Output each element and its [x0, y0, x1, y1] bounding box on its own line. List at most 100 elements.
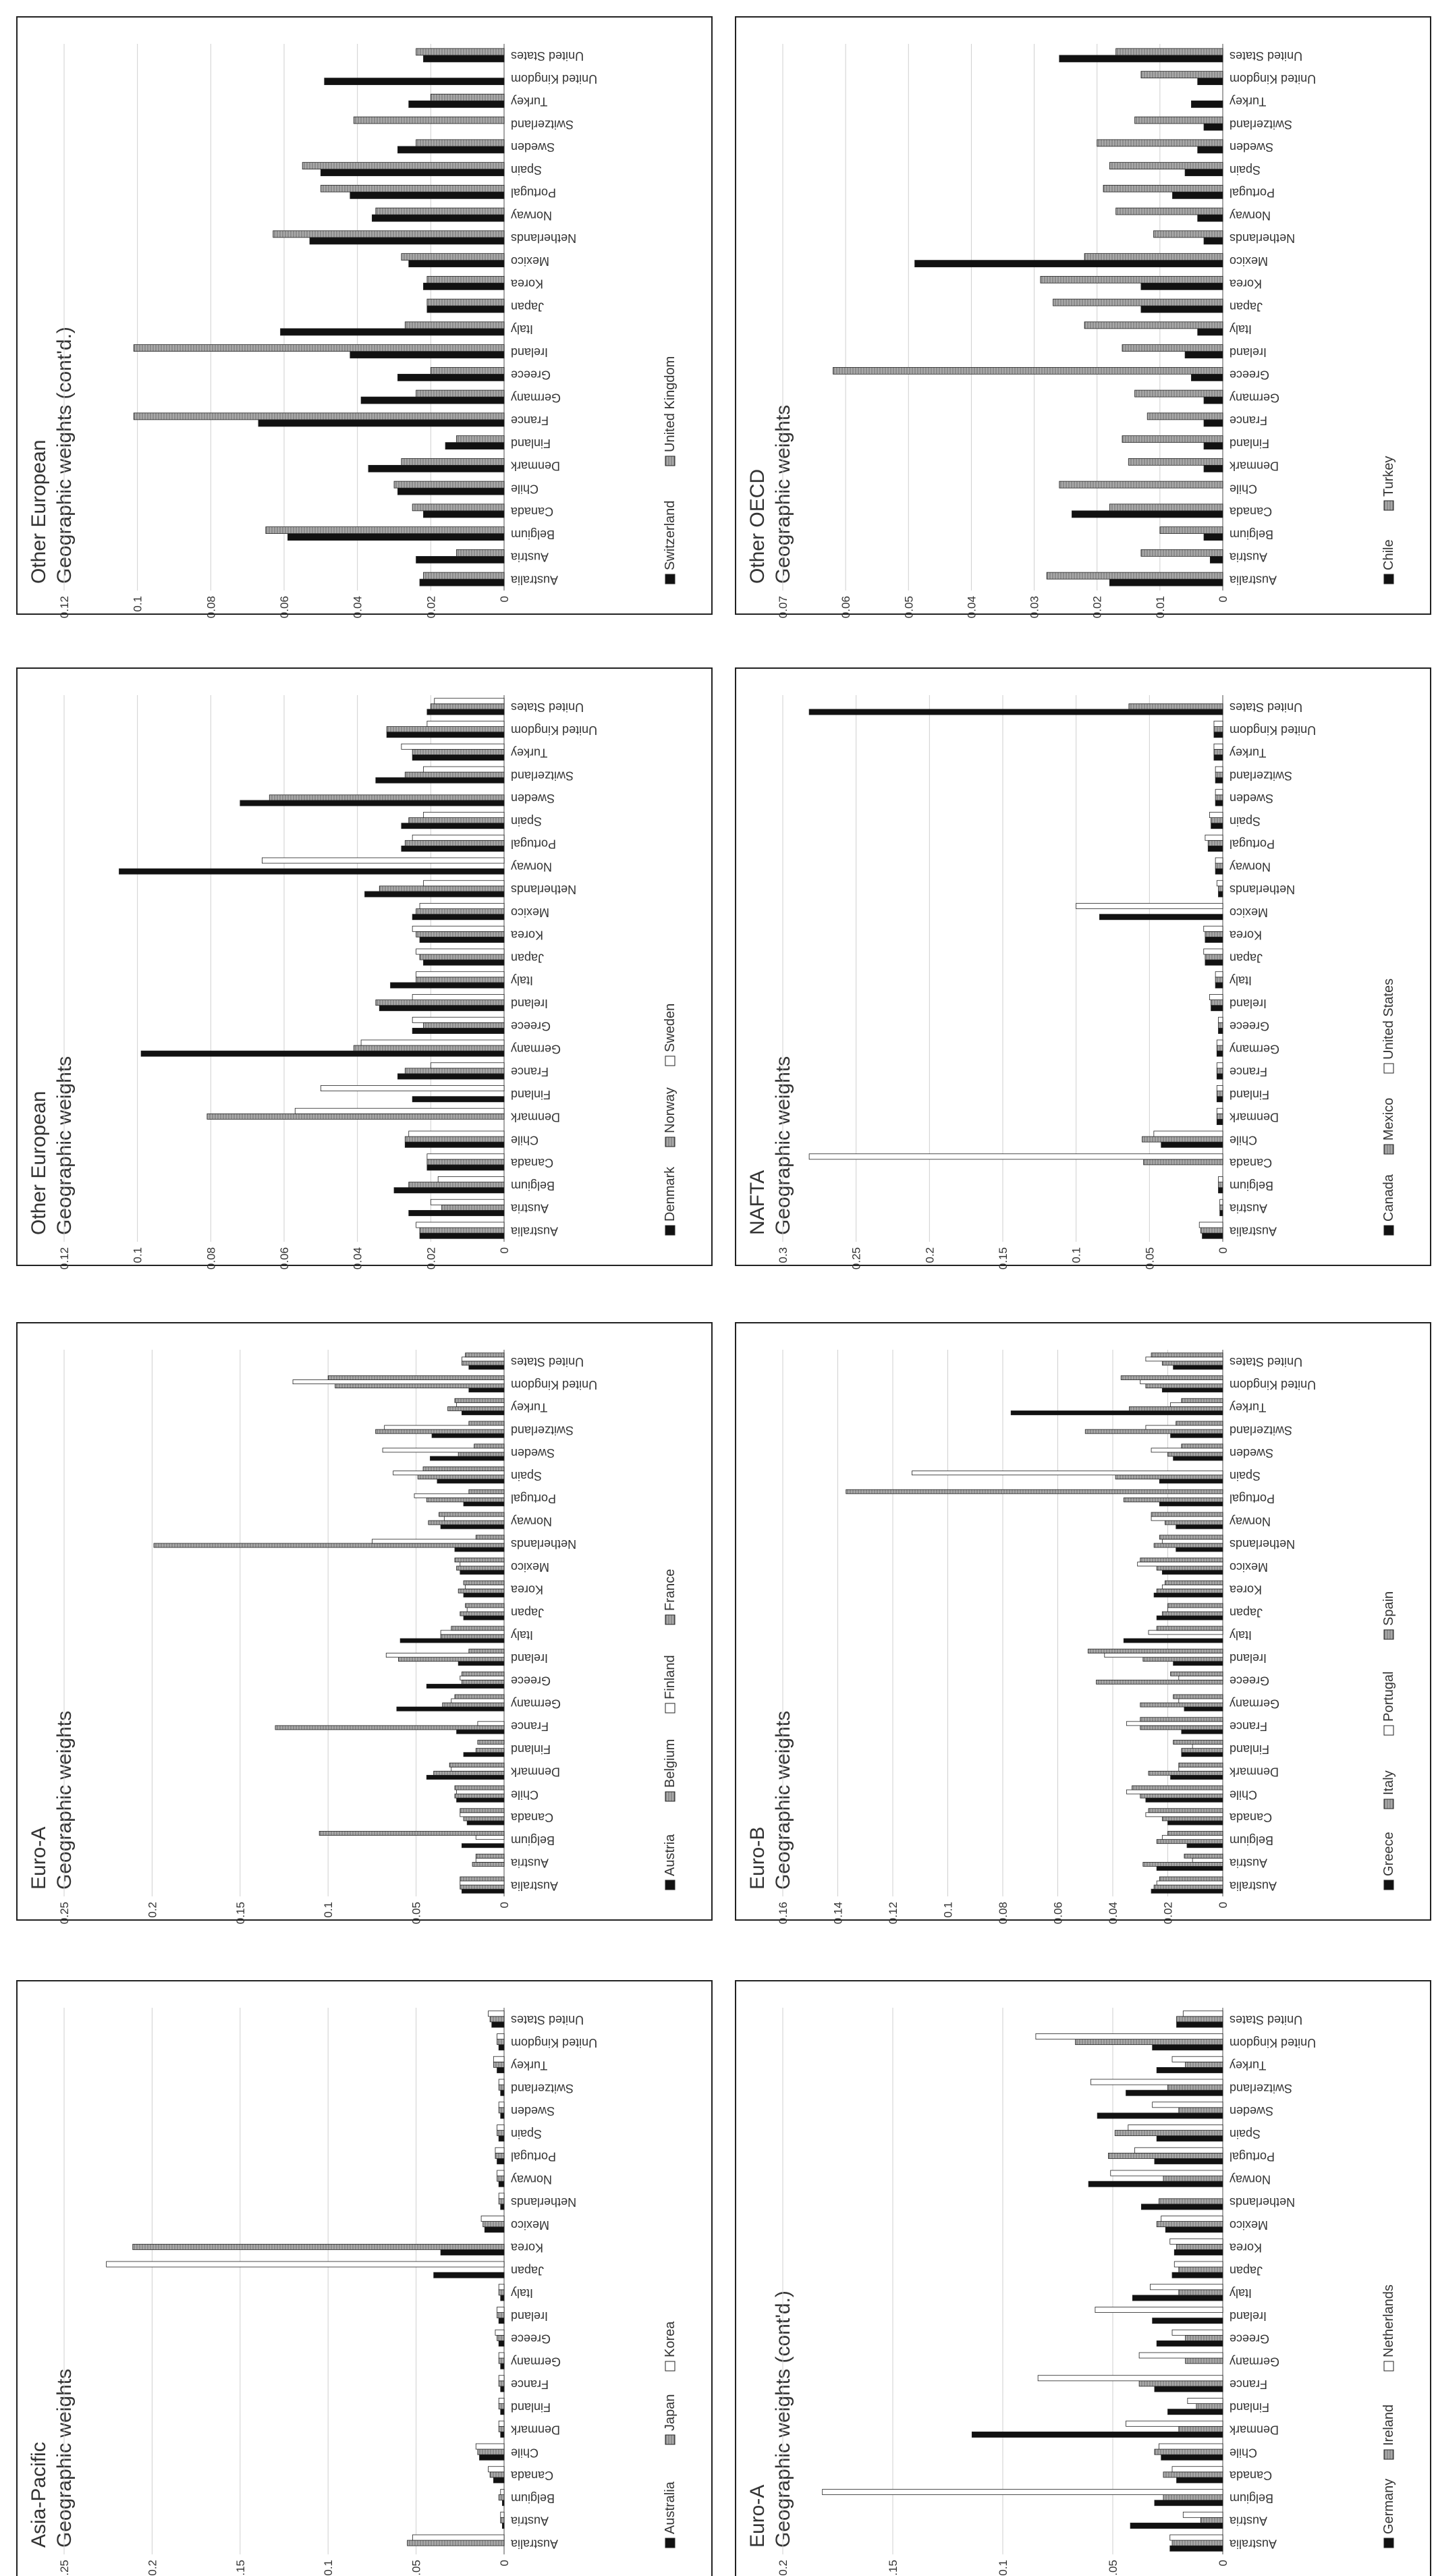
bar — [1142, 1136, 1223, 1143]
x-tick-label: Finland — [511, 2401, 551, 2414]
bar — [408, 817, 505, 824]
x-tick-label: Netherlands — [1230, 2195, 1295, 2209]
bar — [465, 1352, 505, 1358]
x-tick-label: Portugal — [1230, 1492, 1275, 1506]
bar — [498, 2284, 505, 2291]
x-tick-label: Sweden — [1230, 140, 1273, 154]
bar — [1161, 1816, 1223, 1821]
chart-title: Other European — [28, 440, 50, 584]
bar — [1152, 2044, 1223, 2051]
bar — [1216, 1113, 1223, 1120]
bar — [397, 1073, 505, 1080]
x-tick-label: Netherlands — [511, 2195, 576, 2209]
bar — [1156, 2067, 1223, 2073]
bar — [412, 503, 505, 512]
bar — [1205, 959, 1223, 966]
bar — [408, 260, 505, 268]
chart-body: Asia-Pacific Geographic weights00.050.10.… — [28, 2008, 678, 2576]
bar — [1165, 1580, 1223, 1585]
x-tick-label: Portugal — [1230, 186, 1275, 200]
bar — [493, 2477, 505, 2484]
x-tick-label: Switzerland — [511, 769, 574, 782]
x-tick-label: Portugal — [1230, 838, 1275, 851]
bar — [1140, 71, 1223, 79]
bar — [324, 78, 505, 86]
bar — [1132, 2295, 1223, 2301]
x-tick-label: Canada — [510, 1811, 553, 1824]
bar — [822, 2489, 1223, 2495]
x-tick-label: Chile — [1230, 482, 1257, 495]
x-tick-label: Greece — [511, 1674, 551, 1688]
bar — [1137, 1562, 1223, 1567]
bar — [498, 2398, 505, 2404]
bar — [1218, 1016, 1223, 1023]
x-tick-label: France — [511, 2378, 549, 2391]
bar — [302, 162, 505, 170]
bar — [1216, 1073, 1223, 1080]
bar — [428, 1520, 505, 1525]
x-tick-label: Korea — [1229, 277, 1262, 291]
x-tick-label: Denmark — [510, 460, 560, 473]
x-tick-label: Austria — [1229, 1202, 1267, 1215]
bar — [468, 1388, 505, 1393]
x-tick-label: Sweden — [1230, 792, 1273, 805]
x-tick-label: Ireland — [1230, 2309, 1267, 2323]
bar — [1176, 2021, 1223, 2028]
x-tick-label: Australia — [1229, 2537, 1277, 2550]
x-tick-label: France — [1230, 414, 1267, 427]
bar — [1215, 771, 1223, 778]
legend-label: Italy — [1381, 1770, 1396, 1795]
x-tick-label: United Kingdom — [511, 723, 597, 737]
bar — [393, 481, 505, 489]
bar — [1143, 1159, 1223, 1166]
bar — [497, 2312, 505, 2319]
legend-swatch — [665, 2434, 675, 2445]
y-tick-label: 0.08 — [204, 1247, 217, 1269]
bar — [1197, 328, 1223, 336]
bar — [1159, 2443, 1223, 2450]
bar — [1156, 2340, 1223, 2347]
bar — [372, 1539, 505, 1544]
bar — [1170, 1433, 1223, 1438]
bar — [468, 1649, 505, 1653]
y-tick-label: 0.1 — [997, 2560, 1010, 2576]
bar — [1114, 2130, 1223, 2137]
x-tick-label: Denmark — [510, 1111, 560, 1124]
bar — [500, 2386, 505, 2392]
bar — [426, 275, 505, 283]
bar — [440, 1630, 505, 1635]
bar — [500, 2511, 505, 2518]
bar — [1171, 2329, 1223, 2336]
x-tick-label: Australia — [510, 1879, 558, 1892]
bar — [454, 1785, 505, 1790]
bar — [1211, 817, 1223, 824]
y-tick-label: 0.12 — [887, 1902, 900, 1924]
bar — [449, 1762, 505, 1767]
bar — [1178, 2107, 1223, 2114]
x-tick-label: Sweden — [511, 1446, 555, 1460]
bar — [1181, 1748, 1223, 1753]
bar — [408, 1182, 505, 1188]
bar — [498, 2102, 505, 2108]
bar — [407, 2540, 505, 2546]
bar — [480, 2216, 505, 2222]
x-tick-label: Chile — [511, 1133, 538, 1147]
x-tick-label: Germany — [511, 1042, 561, 1056]
bar — [1156, 1566, 1223, 1571]
x-tick-label: Korea — [510, 1583, 543, 1597]
bar — [440, 2249, 505, 2255]
legend-label: Sweden — [663, 1004, 678, 1052]
bar — [1163, 2494, 1223, 2501]
x-tick-label: Turkey — [1230, 2059, 1266, 2073]
legend-label: Germany — [1381, 2479, 1396, 2534]
bar — [463, 1816, 505, 1821]
legend-swatch — [1383, 1629, 1394, 1640]
panel-border — [16, 16, 713, 615]
legend-swatch — [1383, 2538, 1394, 2548]
bar — [1203, 925, 1223, 932]
bar — [426, 298, 505, 306]
bar — [462, 1888, 505, 1894]
bar — [1161, 1835, 1223, 1840]
y-tick-label: 0.16 — [777, 1902, 790, 1924]
bar — [1163, 2471, 1223, 2478]
